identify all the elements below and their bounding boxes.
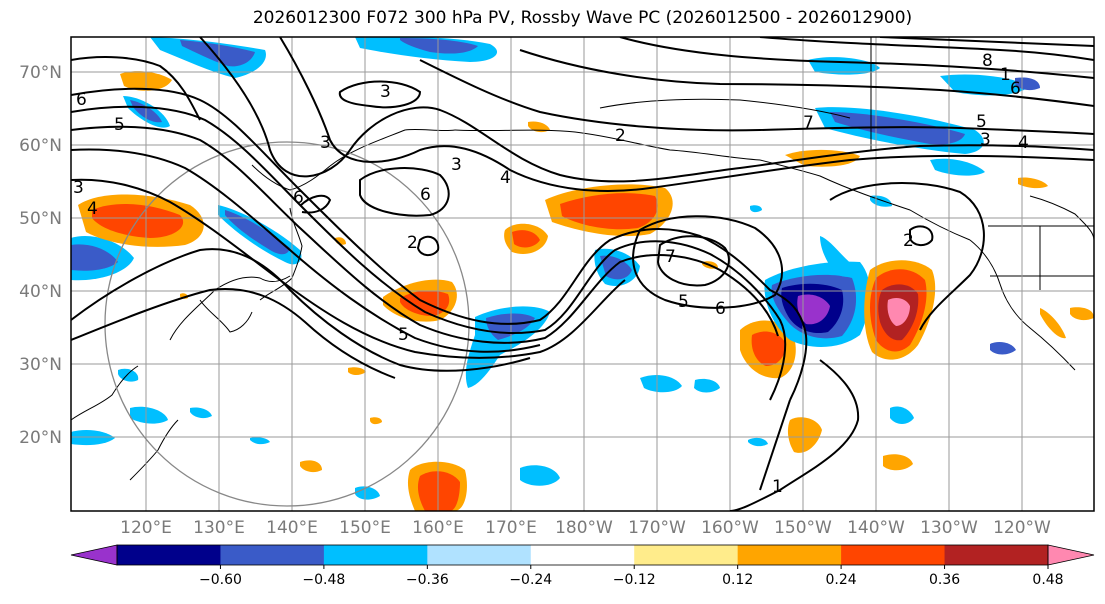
contour-label: 7 <box>803 113 814 133</box>
colorbar-left-extend <box>70 544 118 566</box>
contour-label: 6 <box>1010 79 1021 99</box>
map-border <box>70 36 1095 512</box>
lon-label: 150°E <box>339 518 391 538</box>
contour-labels: 6 5 3 3 4 3 2 3 4 5 6 6 2 7 5 6 7 5 3 1 … <box>73 51 1029 497</box>
lon-labels: 120°E 130°E 140°E 150°E 160°E 170°E 180°… <box>120 518 1051 538</box>
contour-label: 5 <box>976 112 987 132</box>
colorbar-segment <box>841 545 946 565</box>
contour-label: 2 <box>615 126 626 146</box>
colorbar-tick-label: −0.60 <box>199 572 242 588</box>
graticule <box>71 37 1094 511</box>
colorbar-segment <box>634 545 739 565</box>
contour-label: 4 <box>87 199 98 219</box>
contour-label: 3 <box>980 130 991 150</box>
colorbar-tick-label: 0.12 <box>722 572 753 588</box>
contour-label: 4 <box>1018 133 1029 153</box>
colorbar-segment <box>944 545 1049 565</box>
rossby-circle <box>104 141 470 507</box>
contour-label: 2 <box>407 233 418 253</box>
lat-label: 20°N <box>19 428 62 448</box>
colorbar-ticks: −0.60 −0.48 −0.36 −0.24 −0.12 0.12 0.24 0.36 0.4… <box>199 565 1064 588</box>
lat-label: 70°N <box>19 63 62 83</box>
colorbar-tick-label: −0.48 <box>302 572 345 588</box>
contour-label: 4 <box>500 168 511 188</box>
contour-label: 6 <box>420 185 431 205</box>
lon-label: 160°E <box>412 518 464 538</box>
colorbar-segment <box>323 545 428 565</box>
colorbar-segment <box>427 545 532 565</box>
lat-label: 30°N <box>19 355 62 375</box>
colorbar-right-extend <box>1047 544 1095 566</box>
colorbar-tick-label: 0.48 <box>1032 572 1063 588</box>
lon-label: 140°W <box>847 518 905 538</box>
lon-label: 150°W <box>774 518 832 538</box>
colorbar: −0.60 −0.48 −0.36 −0.24 −0.12 0.12 0.24 0.36 0.4… <box>70 544 1095 588</box>
contour-label: 6 <box>293 188 304 208</box>
lat-label: 40°N <box>19 282 62 302</box>
map-content: 6 5 3 3 4 3 2 3 4 5 6 6 2 7 5 6 7 5 3 1 … <box>71 37 1094 511</box>
contour-label: 5 <box>678 292 689 312</box>
contour-label: 3 <box>320 133 331 153</box>
lon-label: 160°W <box>701 518 759 538</box>
lon-label: 140°E <box>266 518 318 538</box>
map-frame-bg <box>71 37 1094 511</box>
lon-label: 170°E <box>485 518 537 538</box>
contour-label: 3 <box>451 155 462 175</box>
colorbar-tick-label: 0.24 <box>826 572 857 588</box>
lon-label: 130°E <box>193 518 245 538</box>
colorbar-segment <box>117 545 221 565</box>
contour-label: 5 <box>398 325 409 345</box>
contour-label: 5 <box>114 115 125 135</box>
colorbar-tick-label: 0.36 <box>929 572 960 588</box>
contour-label: 7 <box>665 247 676 267</box>
contour-label: 6 <box>76 90 87 110</box>
lat-label: 50°N <box>19 209 62 229</box>
lat-labels: 70°N 60°N 50°N 40°N 30°N 20°N <box>19 63 62 448</box>
pv-contours <box>71 37 1094 511</box>
lon-label: 170°W <box>628 518 686 538</box>
lon-label: 120°E <box>120 518 172 538</box>
colorbar-tick-label: −0.12 <box>613 572 656 588</box>
contour-label: 3 <box>73 178 84 198</box>
contour-label: 6 <box>715 299 726 319</box>
lon-label: 120°W <box>993 518 1051 538</box>
contour-label: 2 <box>903 231 914 251</box>
lon-label: 180°W <box>555 518 613 538</box>
colorbar-tick-label: −0.24 <box>509 572 552 588</box>
contour-label: 1 <box>772 477 783 497</box>
lat-label: 60°N <box>19 136 62 156</box>
contour-label: 1 <box>1000 65 1011 85</box>
colorbar-segment <box>220 545 325 565</box>
colorbar-segment <box>530 545 635 565</box>
map-title: 2026012300 F072 300 hPa PV, Rossby Wave … <box>252 8 913 28</box>
colorbar-outline <box>116 544 1049 566</box>
lon-label: 130°W <box>920 518 978 538</box>
colorbar-segments <box>117 545 1049 565</box>
colorbar-tick-label: −0.36 <box>406 572 449 588</box>
contour-label: 3 <box>380 82 391 102</box>
colorbar-segment <box>737 545 842 565</box>
contour-label: 8 <box>982 51 993 71</box>
